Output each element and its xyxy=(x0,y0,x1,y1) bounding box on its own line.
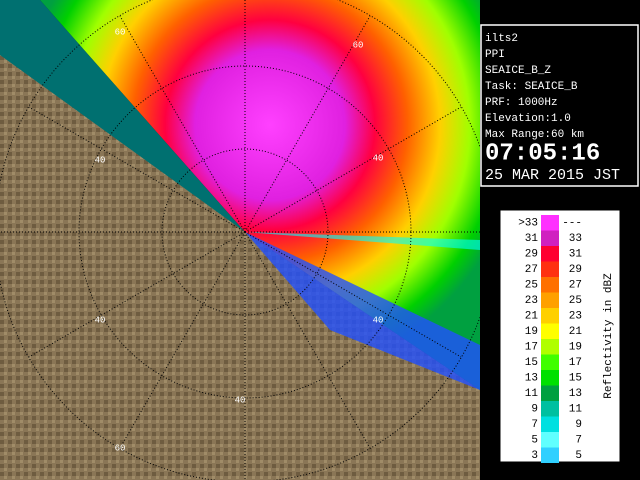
legend-high: 15 xyxy=(569,373,582,385)
ring-label: 40 xyxy=(95,155,106,165)
legend-swatch xyxy=(541,215,559,231)
legend-high: 25 xyxy=(569,295,582,307)
legend-high: 19 xyxy=(569,342,582,354)
info-line: Task: SEAICE_B xyxy=(485,81,578,93)
ring-label: 60 xyxy=(115,27,126,37)
legend-low: 11 xyxy=(525,388,539,400)
ring-label: 40 xyxy=(373,153,384,163)
info-box xyxy=(480,24,639,187)
legend-low: 5 xyxy=(531,435,538,447)
legend-swatch xyxy=(541,261,559,277)
legend-swatch xyxy=(541,246,559,262)
info-line: ilts2 xyxy=(485,33,518,45)
legend-low: 25 xyxy=(525,280,538,292)
legend-high: 23 xyxy=(569,311,582,323)
legend-swatch xyxy=(541,385,559,401)
legend-low: 31 xyxy=(525,233,539,245)
legend-low: 7 xyxy=(531,419,538,431)
legend-low: 19 xyxy=(525,326,538,338)
legend-swatch xyxy=(541,447,559,463)
info-line: PRF: 1000Hz xyxy=(485,97,558,109)
legend-high: 31 xyxy=(569,249,583,261)
info-line: Elevation:1.0 xyxy=(485,113,571,125)
legend-swatch xyxy=(541,230,559,246)
legend-high: --- xyxy=(562,218,582,230)
legend-swatch xyxy=(541,308,559,324)
legend-box xyxy=(499,209,621,463)
legend-low: 3 xyxy=(531,450,538,462)
legend-swatch xyxy=(541,416,559,432)
legend-high: 29 xyxy=(569,264,582,276)
legend-low: 23 xyxy=(525,295,538,307)
ring-label: 40 xyxy=(235,395,246,405)
legend-low: 9 xyxy=(531,404,538,416)
legend-swatch xyxy=(541,354,559,370)
legend-high: 9 xyxy=(575,419,582,431)
range-rings xyxy=(0,0,500,480)
legend: >33 --- 31 33 29 31 27 29 25 27 23 25 21 23 19 21 17 19 15… xyxy=(518,215,582,463)
info-line: Max Range:60 km xyxy=(485,129,584,141)
land xyxy=(0,55,480,480)
legend-swatch xyxy=(541,323,559,339)
legend-swatch xyxy=(541,292,559,308)
legend-high: 11 xyxy=(569,404,583,416)
legend-swatch xyxy=(541,370,559,386)
legend-high: 17 xyxy=(569,357,582,369)
legend-swatch xyxy=(541,432,559,448)
legend-swatch xyxy=(541,277,559,293)
legend-high: 33 xyxy=(569,233,582,245)
legend-low: 17 xyxy=(525,342,538,354)
legend-low: 29 xyxy=(525,249,538,261)
info-line: SEAICE_B_Z xyxy=(485,65,551,77)
ring-label: 60 xyxy=(353,40,364,50)
legend-high: 21 xyxy=(569,326,583,338)
ring-label: 40 xyxy=(373,315,384,325)
legend-low: 15 xyxy=(525,357,538,369)
ring-label: 60 xyxy=(115,443,126,453)
legend-high: 13 xyxy=(569,388,582,400)
legend-high: 7 xyxy=(575,435,582,447)
date: 25 MAR 2015 JST xyxy=(485,167,620,184)
info-panel: ilts2 PPI SEAICE_B_Z Task: SEAICE_B PRF: 100… xyxy=(485,33,584,141)
legend-low: >33 xyxy=(518,218,538,230)
radar-map: 60 60 40 40 40 40 40 60 xyxy=(0,0,500,480)
legend-title: Reflectivity in dBZ xyxy=(603,273,615,399)
info-line: PPI xyxy=(485,49,505,61)
legend-high: 27 xyxy=(569,280,582,292)
legend-low: 27 xyxy=(525,264,538,276)
legend-low: 13 xyxy=(525,373,538,385)
legend-low: 21 xyxy=(525,311,539,323)
legend-swatch xyxy=(541,401,559,417)
legend-swatch xyxy=(541,339,559,355)
legend-high: 5 xyxy=(575,450,582,462)
time: 07:05:16 xyxy=(485,140,600,167)
ring-label: 40 xyxy=(95,315,106,325)
